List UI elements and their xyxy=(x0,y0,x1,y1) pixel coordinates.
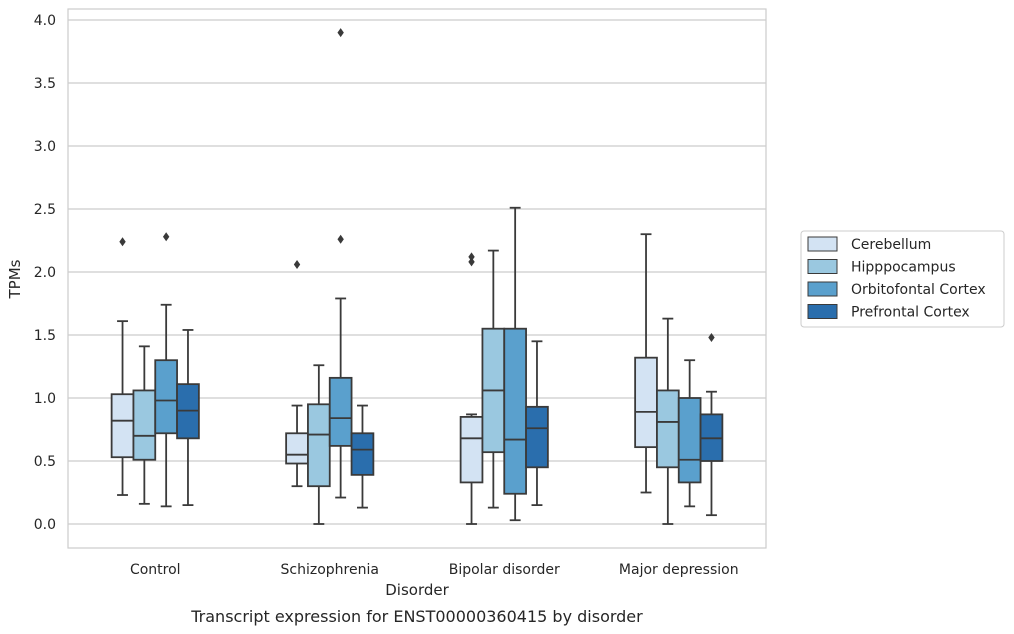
iqr-box xyxy=(459,415,484,484)
iqr-box xyxy=(132,389,157,461)
x-tick-label: Control xyxy=(130,562,181,578)
y-tick-label: 0.5 xyxy=(34,454,56,470)
outlier-point xyxy=(337,234,344,244)
legend-label: Prefrontal Cortex xyxy=(851,305,970,321)
chart-caption: Transcript expression for ENST0000036041… xyxy=(190,607,643,626)
y-tick-labels: 0.0 0.5 1.0 1.5 2.0 2.5 3.0 3.5 4.0 xyxy=(34,13,56,533)
box-2-2 xyxy=(503,206,527,522)
legend-swatch xyxy=(807,236,838,252)
box-1-3 xyxy=(350,404,375,509)
iqr-box xyxy=(307,403,331,488)
legend: Cerebellum Hipppocampus Orbitofontal Corte… xyxy=(800,230,1005,328)
x-tick-label: Major depression xyxy=(619,562,739,578)
box-3-3 xyxy=(699,333,724,517)
outlier-point xyxy=(468,257,475,267)
x-tick-labels: Control Schizophrenia Bipolar disorder Majo… xyxy=(130,562,739,578)
boxes xyxy=(110,28,724,525)
iqr-box xyxy=(634,356,658,449)
outlier-point xyxy=(119,237,126,247)
x-tick-label: Bipolar disorder xyxy=(449,562,560,578)
plot-area xyxy=(67,8,767,549)
box-0-3 xyxy=(176,329,200,507)
y-tick-label: 0.0 xyxy=(34,517,56,533)
outlier-point xyxy=(708,333,715,343)
y-axis-label: TPMs xyxy=(6,259,24,299)
iqr-box xyxy=(656,389,680,469)
legend-label: Hipppocampus xyxy=(851,260,956,276)
grid-lines xyxy=(68,19,766,525)
iqr-box xyxy=(525,405,549,469)
y-tick-label: 3.5 xyxy=(34,76,56,92)
box-0-1 xyxy=(132,345,157,505)
y-tick-label: 2.0 xyxy=(34,265,56,281)
iqr-box xyxy=(285,432,309,465)
iqr-box xyxy=(154,359,178,435)
iqr-box xyxy=(328,376,353,447)
iqr-box xyxy=(110,393,135,459)
legend-frame xyxy=(800,230,1005,328)
iqr-box xyxy=(677,397,702,484)
legend-swatch xyxy=(807,304,838,319)
box-0-0 xyxy=(110,237,135,496)
y-tick-label: 1.0 xyxy=(34,391,56,407)
iqr-box xyxy=(350,432,375,476)
legend-items: Cerebellum Hipppocampus Orbitofontal Corte… xyxy=(807,236,986,321)
legend-swatch xyxy=(807,259,838,274)
outlier-point xyxy=(468,252,475,262)
legend-label: Cerebellum xyxy=(851,237,931,253)
y-tick-label: 3.0 xyxy=(34,139,56,155)
outlier-point xyxy=(162,232,170,242)
box-1-2 xyxy=(328,28,353,499)
box-2-3 xyxy=(525,340,549,507)
outlier-point xyxy=(293,259,301,269)
box-3-0 xyxy=(634,233,658,494)
iqr-box xyxy=(503,327,527,495)
box-2-1 xyxy=(481,249,506,509)
x-tick-label: Schizophrenia xyxy=(281,562,379,578)
y-tick-label: 1.5 xyxy=(34,328,56,344)
outlier-point xyxy=(337,28,344,38)
legend-label: Orbitofontal Cortex xyxy=(851,282,986,298)
x-axis-label: Disorder xyxy=(385,581,449,599)
y-tick-label: 4.0 xyxy=(34,13,56,29)
legend-swatch xyxy=(807,281,838,297)
y-tick-label: 2.5 xyxy=(34,202,56,218)
